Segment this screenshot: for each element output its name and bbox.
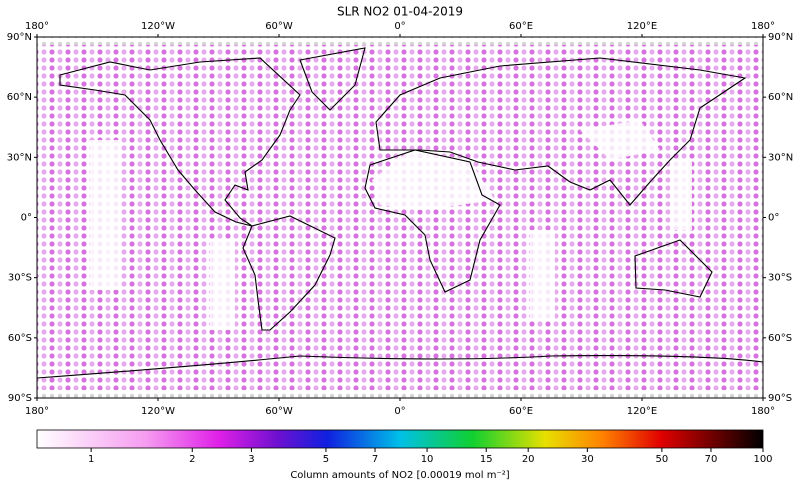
data-dots: [37, 45, 763, 390]
x-tick-label: 180°: [25, 21, 49, 32]
x-tick-label: 60°W: [265, 21, 293, 32]
x-tick-label: 60°E: [509, 21, 533, 32]
x-tick-label: 120°E: [627, 406, 657, 417]
colorbar-tick-label: 100: [753, 454, 772, 465]
y-tick-label: 30°N: [768, 152, 793, 163]
colorbar: [36, 429, 764, 449]
colorbar-tick-label: 1: [88, 454, 94, 465]
x-tick-label: 60°E: [509, 406, 533, 417]
x-tick-label: 0°: [394, 21, 405, 32]
y-tick-label: 0°: [768, 213, 779, 224]
x-tick-label: 120°W: [141, 21, 175, 32]
y-tick-label: 30°N: [7, 152, 32, 163]
colorbar-tick-label: 50: [656, 454, 669, 465]
x-tick-label: 180°: [25, 406, 49, 417]
y-tick-label: 90°S: [8, 393, 32, 404]
colorbar-tick-label: 10: [421, 454, 434, 465]
y-tick-label: 0°: [21, 213, 32, 224]
x-tick-label: 180°: [751, 406, 775, 417]
y-tick-label: 60°S: [8, 333, 32, 344]
colorbar-label: Column amounts of NO2 [0.00019 mol m⁻²]: [290, 470, 509, 481]
colorbar-tick-label: 2: [189, 454, 195, 465]
colorbar-tick-label: 5: [323, 454, 329, 465]
y-tick-label: 90°S: [768, 393, 792, 404]
y-tick-label: 90°N: [7, 32, 32, 43]
y-tick-label: 60°N: [768, 92, 793, 103]
x-tick-label: 180°: [751, 21, 775, 32]
x-tick-label: 60°W: [265, 406, 293, 417]
y-tick-label: 60°N: [7, 92, 32, 103]
y-tick-label: 90°N: [768, 32, 793, 43]
x-tick-label: 120°E: [627, 21, 657, 32]
colorbar-tick-label: 7: [372, 454, 378, 465]
y-tick-label: 60°S: [768, 333, 792, 344]
x-tick-label: 120°W: [141, 406, 175, 417]
low-areas: [90, 120, 692, 330]
colorbar-tick-label: 15: [480, 454, 493, 465]
y-tick-label: 30°S: [8, 273, 32, 284]
x-tick-label: 0°: [394, 406, 405, 417]
colorbar-tick-label: 70: [705, 454, 718, 465]
title: SLR NO2 01-04-2019: [337, 5, 463, 19]
colorbar-tick-label: 3: [248, 454, 254, 465]
colorbar-tick-label: 20: [522, 454, 535, 465]
y-tick-label: 30°S: [768, 273, 792, 284]
colorbar-tick-label: 30: [581, 454, 594, 465]
map: [36, 36, 764, 399]
coastlines: [36, 47, 764, 379]
